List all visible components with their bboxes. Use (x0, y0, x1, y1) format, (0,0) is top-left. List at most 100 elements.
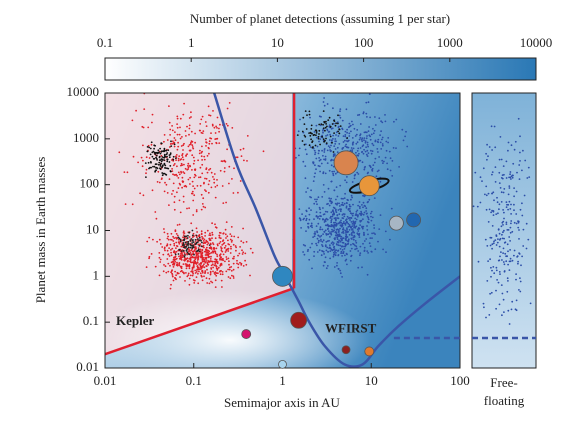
texture-dot (337, 229, 340, 231)
texture-dot (339, 272, 342, 275)
texture-dot (172, 266, 175, 268)
colorbar (104, 57, 537, 81)
texture-dot (327, 227, 329, 230)
texture-dot (341, 224, 344, 226)
texture-dot (170, 283, 172, 286)
texture-dot (142, 126, 145, 129)
texture-dot (194, 239, 197, 241)
texture-dot (498, 203, 501, 206)
texture-dot (510, 178, 512, 180)
texture-dot (206, 171, 209, 174)
texture-dot (395, 147, 397, 150)
texture-dot (163, 228, 165, 230)
texture-dot (334, 202, 337, 205)
texture-dot (168, 255, 171, 257)
texture-dot (211, 237, 213, 240)
texture-dot (341, 228, 344, 231)
texture-dot (163, 156, 166, 159)
texture-dot (386, 168, 389, 171)
texture-dot (200, 245, 203, 248)
texture-dot (171, 274, 174, 276)
texture-dot (345, 143, 347, 146)
texture-dot (322, 239, 325, 242)
texture-dot (313, 149, 316, 152)
texture-dot (178, 262, 181, 265)
texture-dot (209, 137, 212, 140)
texture-dot (320, 162, 323, 165)
texture-dot (368, 198, 371, 201)
texture-dot (508, 185, 511, 188)
texture-dot (210, 264, 213, 267)
texture-dot (346, 140, 348, 142)
texture-dot (195, 262, 197, 265)
texture-dot (333, 189, 336, 192)
texture-dot (329, 135, 332, 138)
texture-dot (220, 262, 223, 265)
texture-dot (202, 240, 205, 242)
texture-dot (183, 235, 186, 238)
texture-dot (509, 226, 512, 229)
texture-dot (171, 125, 174, 127)
texture-dot (321, 250, 323, 252)
texture-dot (323, 213, 326, 216)
texture-dot (310, 132, 312, 135)
texture-dot (205, 239, 208, 242)
texture-dot (213, 126, 216, 129)
texture-dot (322, 129, 324, 132)
texture-dot (188, 207, 191, 210)
texture-dot (502, 231, 504, 234)
texture-dot (507, 149, 509, 152)
texture-dot (513, 254, 515, 257)
texture-dot (352, 221, 355, 223)
texture-dot (217, 272, 219, 275)
texture-dot (482, 302, 485, 305)
texture-dot (318, 157, 320, 159)
texture-dot (205, 167, 208, 170)
texture-dot (335, 225, 337, 227)
texture-dot (357, 266, 360, 269)
texture-dot (335, 186, 338, 189)
texture-dot (518, 238, 520, 240)
texture-dot (326, 218, 329, 221)
texture-dot (189, 176, 192, 179)
texture-dot (190, 238, 193, 240)
texture-dot (350, 237, 353, 240)
texture-dot (181, 153, 184, 155)
texture-dot (229, 252, 232, 254)
texture-dot (141, 165, 144, 168)
texture-dot (381, 159, 384, 162)
texture-dot (355, 241, 358, 244)
texture-dot (381, 138, 383, 141)
texture-dot (368, 126, 370, 128)
texture-dot (166, 237, 169, 240)
texture-dot (487, 221, 490, 223)
texture-dot (342, 252, 345, 255)
texture-dot (171, 193, 173, 195)
texture-dot (362, 152, 365, 155)
texture-dot (301, 140, 304, 142)
texture-dot (507, 280, 509, 282)
texture-dot (502, 252, 504, 255)
texture-dot (214, 237, 217, 240)
texture-dot (155, 217, 158, 220)
texture-dot (347, 225, 350, 228)
texture-dot (299, 219, 302, 222)
texture-dot (508, 187, 511, 189)
texture-dot (157, 170, 160, 173)
texture-dot (230, 247, 232, 250)
texture-dot (349, 259, 352, 262)
texture-dot (487, 155, 489, 158)
texture-dot (344, 219, 347, 222)
texture-dot (190, 111, 192, 114)
texture-dot (330, 197, 332, 200)
texture-dot (363, 137, 366, 140)
texture-dot (223, 167, 226, 169)
texture-dot (187, 244, 190, 246)
texture-dot (326, 128, 329, 131)
texture-dot (240, 155, 243, 158)
texture-dot (168, 204, 170, 207)
texture-dot (170, 261, 173, 264)
texture-dot (191, 229, 194, 232)
texture-dot (323, 261, 326, 263)
texture-dot (498, 208, 500, 211)
